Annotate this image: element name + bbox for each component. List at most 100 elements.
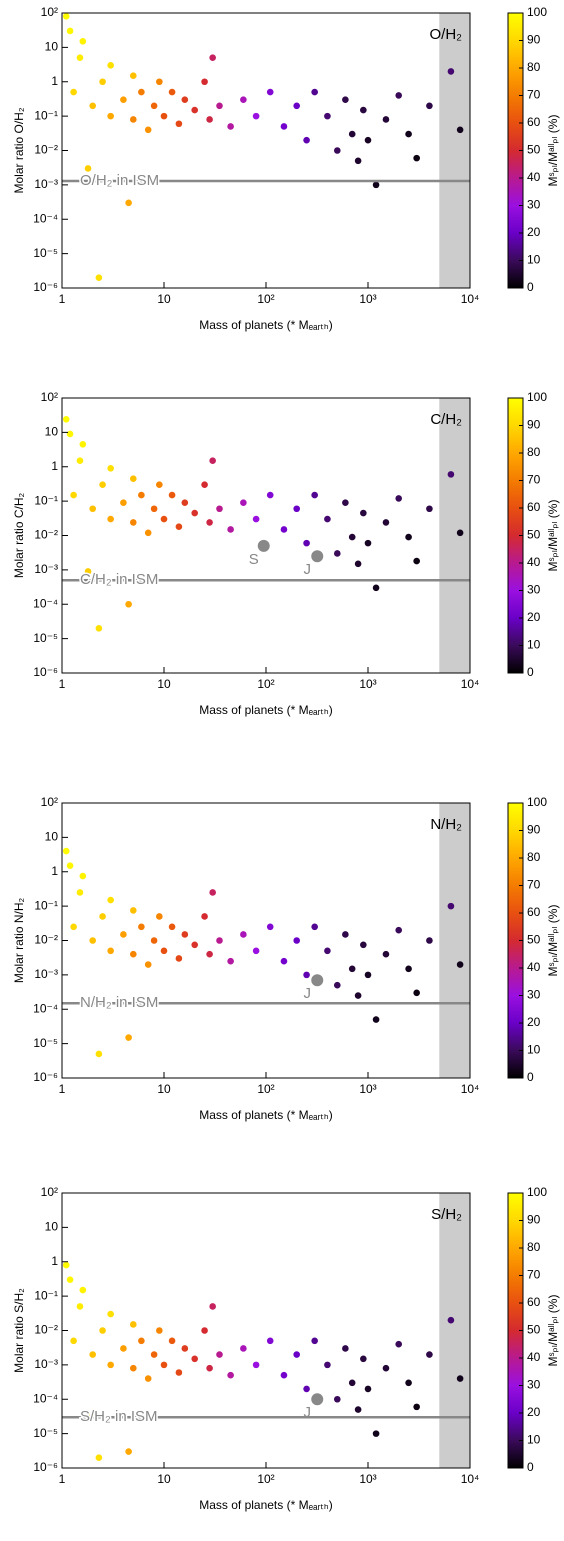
point xyxy=(456,529,464,537)
point xyxy=(372,1016,380,1023)
point xyxy=(405,130,412,138)
y-axis-label: Molar ratio S/H₂ xyxy=(12,1288,26,1373)
point xyxy=(144,1375,152,1382)
point xyxy=(138,1337,145,1345)
planet-marker xyxy=(311,974,324,987)
point xyxy=(266,88,274,96)
point xyxy=(280,526,288,533)
point xyxy=(333,981,341,989)
colorbar-tick-label: 40 xyxy=(527,555,541,569)
colorbar-tick-label: 60 xyxy=(527,905,541,919)
y-tick-label: 10⁻³ xyxy=(34,177,58,191)
point xyxy=(168,923,176,931)
point xyxy=(426,505,433,513)
colorbar-tick-label: 80 xyxy=(527,445,541,459)
plot-frame xyxy=(61,1192,471,1469)
point xyxy=(426,1351,433,1358)
point xyxy=(342,96,349,104)
colorbar-tick-label: 80 xyxy=(527,60,541,74)
planet-marker xyxy=(311,550,324,563)
y-tick-label: 10 xyxy=(45,830,59,844)
point xyxy=(191,509,199,517)
point xyxy=(360,941,367,949)
point xyxy=(280,957,288,965)
point xyxy=(79,38,87,45)
x-tick-label: 10 xyxy=(157,1472,171,1486)
point xyxy=(216,1351,223,1358)
point xyxy=(447,902,455,910)
point xyxy=(107,896,114,904)
point xyxy=(348,533,356,541)
colorbar-tick-label: 10 xyxy=(527,1433,541,1447)
colorbar-tick-label: 70 xyxy=(527,473,541,487)
point xyxy=(413,1403,420,1411)
y-tick-label: 10² xyxy=(41,5,58,19)
point xyxy=(120,499,127,506)
point xyxy=(206,1364,213,1372)
y-tick-label: 10⁻⁶ xyxy=(33,665,58,679)
point xyxy=(129,1364,137,1372)
point xyxy=(311,923,318,931)
point xyxy=(456,126,464,134)
x-tick-label: 10³ xyxy=(359,1472,376,1486)
shaded-region xyxy=(439,13,470,288)
point xyxy=(144,126,152,134)
y-tick-label: 10⁻⁵ xyxy=(33,246,58,260)
x-tick-label: 10³ xyxy=(359,292,376,306)
x-tick-label: 10² xyxy=(257,1472,274,1486)
point xyxy=(342,1345,349,1352)
point xyxy=(209,457,216,464)
point xyxy=(76,54,84,62)
point xyxy=(216,102,223,110)
point xyxy=(160,112,168,120)
point xyxy=(372,584,380,592)
point xyxy=(84,568,92,575)
colorbar-tick-label: 40 xyxy=(527,1350,541,1364)
y-tick-label: 10 xyxy=(45,425,59,439)
y-tick-label: 1 xyxy=(51,864,58,878)
point xyxy=(89,505,97,513)
point xyxy=(240,1345,247,1352)
colorbar-tick-label: 20 xyxy=(527,1015,541,1029)
y-axis-label: Molar ratio O/H₂ xyxy=(12,107,26,193)
colorbar-tick-label: 20 xyxy=(527,610,541,624)
point xyxy=(209,1303,216,1310)
planet-label: S xyxy=(249,551,259,568)
y-tick-label: 1 xyxy=(51,74,58,88)
point xyxy=(175,955,183,962)
point xyxy=(216,937,223,944)
point xyxy=(84,165,92,172)
point xyxy=(125,1448,132,1455)
colorbar-tick-label: 30 xyxy=(527,1378,541,1392)
point xyxy=(138,923,145,931)
point xyxy=(129,519,137,526)
point xyxy=(125,199,132,207)
point xyxy=(360,509,367,517)
point xyxy=(266,923,274,931)
point xyxy=(168,491,176,499)
point xyxy=(144,961,152,968)
point xyxy=(333,147,341,154)
planet-label: J xyxy=(303,1404,311,1421)
point xyxy=(79,440,87,448)
point xyxy=(201,481,208,489)
point xyxy=(89,102,97,110)
panel-title: S/H₂ xyxy=(431,1206,462,1223)
point xyxy=(413,154,420,162)
colorbar-tick-label: 40 xyxy=(527,960,541,974)
point xyxy=(129,950,137,958)
point xyxy=(266,491,274,499)
point xyxy=(181,96,189,104)
point xyxy=(76,1303,84,1310)
x-tick-label: 1 xyxy=(59,292,66,306)
y-tick-label: 10⁻¹ xyxy=(34,1288,58,1302)
point xyxy=(138,491,145,499)
x-axis-label: Mass of planets (* Mₑₐᵣₜₕ) xyxy=(199,1498,333,1512)
y-tick-label: 10⁻⁵ xyxy=(33,1036,58,1050)
point xyxy=(70,88,77,96)
point xyxy=(95,624,103,632)
point xyxy=(66,27,74,35)
y-tick-label: 10⁻⁶ xyxy=(33,280,58,294)
colorbar-label: Mˢₚₗ/Mᵃˡˡₚₗ (%) xyxy=(546,115,560,187)
